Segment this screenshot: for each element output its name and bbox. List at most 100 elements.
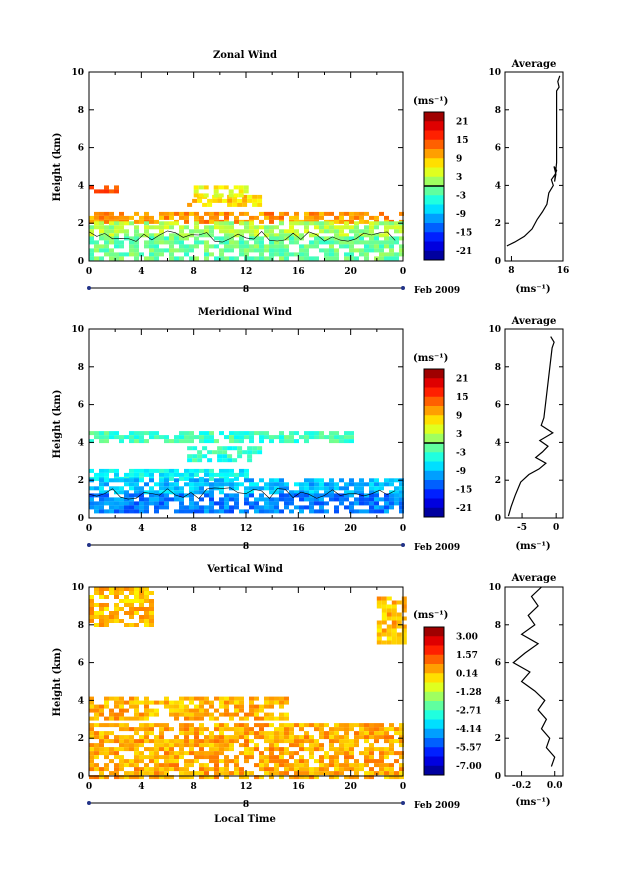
heat-cell	[264, 735, 269, 740]
heat-cell	[229, 505, 234, 510]
heat-cell	[259, 486, 264, 491]
heat-cell	[89, 501, 94, 506]
heat-cell	[259, 252, 264, 257]
heat-cell	[109, 509, 114, 514]
heat-cell	[199, 505, 204, 510]
heat-cell	[164, 497, 169, 502]
heat-cell	[199, 233, 204, 238]
heat-cell	[197, 450, 203, 455]
heat-cell	[129, 704, 134, 709]
heat-cell	[364, 739, 369, 744]
heat-cell	[339, 497, 344, 502]
heat-cell	[299, 747, 304, 752]
heat-cell	[249, 727, 254, 732]
heat-cell	[294, 482, 299, 487]
heat-cell	[104, 233, 109, 238]
heat-cell	[384, 233, 389, 238]
heat-cell	[254, 236, 259, 241]
heat-cell	[89, 747, 94, 752]
heat-cell	[99, 478, 104, 483]
heat-cell	[244, 743, 249, 748]
heat-cell	[381, 608, 387, 613]
heat-cell	[124, 215, 129, 220]
heat-cell	[386, 604, 392, 609]
heat-cell	[124, 603, 129, 607]
heat-cell	[204, 211, 209, 216]
heat-cell	[149, 252, 154, 257]
heat-cell	[129, 215, 134, 220]
heat-cell	[339, 723, 344, 728]
heat-cell	[169, 225, 174, 230]
heat-cell	[401, 628, 407, 633]
heat-cell	[314, 493, 319, 498]
heat-cell	[144, 501, 149, 506]
heat-cell	[289, 221, 294, 226]
heat-cell	[129, 759, 134, 764]
heat-cell	[254, 704, 259, 709]
heat-cell	[214, 478, 219, 483]
heat-cell	[109, 501, 114, 506]
heat-cell	[159, 233, 164, 238]
heat-cell	[109, 248, 114, 253]
heat-cell	[249, 215, 254, 220]
heat-cell	[319, 731, 324, 736]
heat-cell	[274, 739, 279, 744]
heat-cell	[94, 763, 99, 768]
heat-cell	[154, 763, 159, 768]
heat-cell	[134, 595, 139, 599]
heat-cell	[189, 472, 194, 477]
heat-cell	[214, 236, 219, 241]
heat-cell	[379, 727, 384, 732]
heat-cell	[219, 759, 224, 764]
heat-cell	[159, 252, 164, 257]
heat-cell	[94, 435, 99, 440]
heat-cell	[269, 490, 274, 495]
heat-cell	[194, 759, 199, 764]
heat-cell	[187, 454, 193, 459]
heat-cell	[369, 225, 374, 230]
heat-cell	[247, 446, 253, 451]
heat-cell	[139, 468, 144, 473]
heat-cell	[349, 723, 354, 728]
heat-cell	[284, 751, 289, 756]
heat-cell	[401, 640, 407, 645]
colorbar-segment	[424, 701, 444, 711]
heat-cell	[154, 759, 159, 764]
heat-cell	[376, 632, 382, 637]
avg-title: Average	[511, 59, 557, 70]
heat-cell	[114, 509, 119, 514]
heat-cell	[189, 248, 194, 253]
heat-cell	[354, 486, 359, 491]
heat-cell	[324, 229, 329, 234]
heat-cell	[134, 751, 139, 756]
heat-cell	[219, 700, 224, 705]
heat-cell	[209, 482, 214, 487]
heat-cell	[179, 215, 184, 220]
heat-cell	[264, 767, 269, 772]
heat-cell	[134, 256, 139, 261]
y-tick-label: 0	[78, 772, 84, 782]
heat-cell	[159, 211, 164, 216]
heat-cell	[159, 763, 164, 768]
heat-cell	[144, 619, 149, 623]
heat-cell	[299, 497, 304, 502]
heat-cell	[114, 478, 119, 483]
heat-cell	[324, 490, 329, 495]
heat-cell	[89, 704, 94, 709]
colorbar-segment	[424, 452, 444, 462]
heat-cell	[239, 708, 244, 713]
heat-cell	[396, 616, 402, 621]
heat-cell	[314, 221, 319, 226]
heat-cell	[124, 708, 129, 713]
heat-cell	[109, 211, 114, 216]
heat-cell	[109, 739, 114, 744]
colorbar-tick-label: -15	[456, 485, 472, 495]
heat-cell	[384, 497, 389, 502]
heat-cell	[339, 771, 344, 776]
heat-cell	[214, 735, 219, 740]
heat-cell	[364, 252, 369, 257]
heat-cell	[354, 233, 359, 238]
heat-cell	[174, 256, 179, 261]
